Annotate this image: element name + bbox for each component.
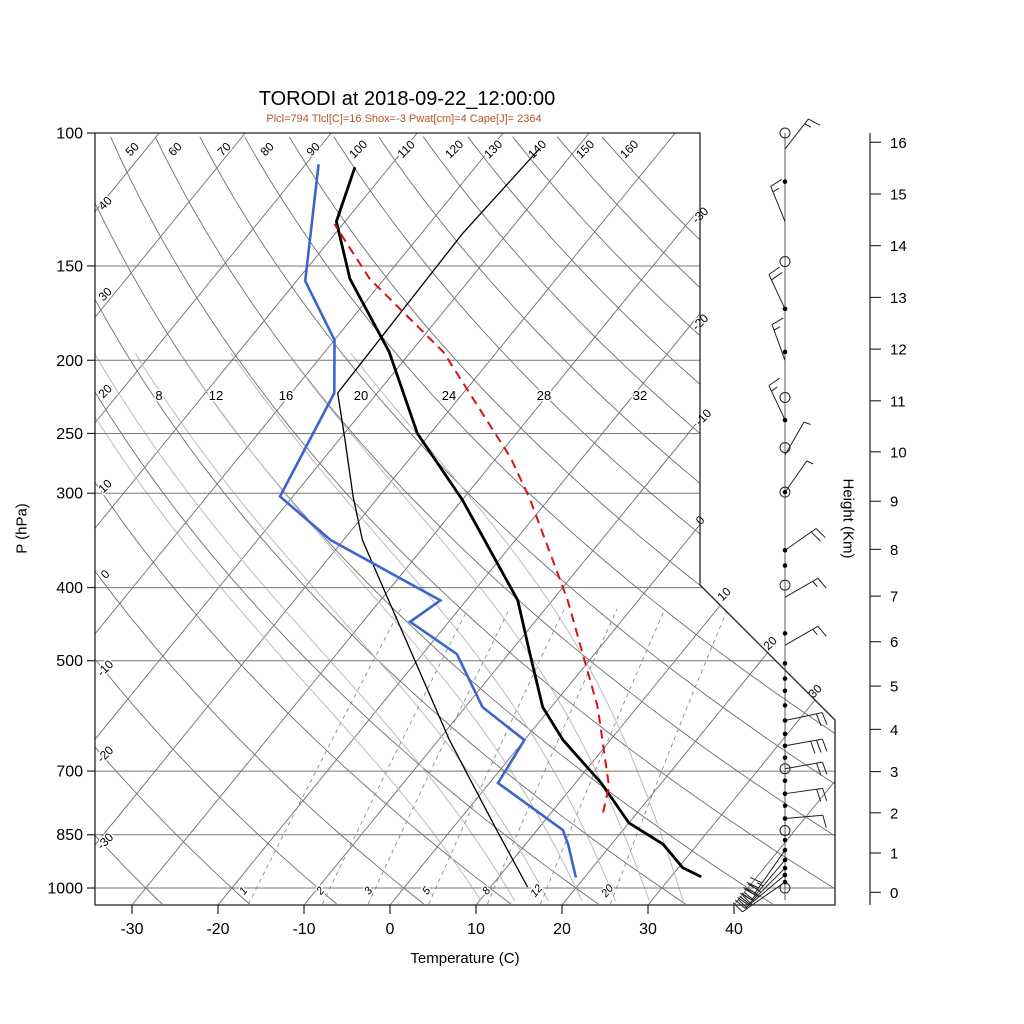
svg-text:10: 10: [467, 921, 485, 938]
svg-text:10: 10: [714, 584, 734, 604]
svg-text:1: 1: [890, 846, 898, 863]
svg-text:12: 12: [890, 342, 907, 359]
svg-text:-20: -20: [94, 743, 116, 765]
svg-text:-10: -10: [94, 657, 116, 679]
x-axis-label: Temperature (C): [410, 950, 520, 967]
temperature-curve: [334, 166, 702, 878]
pressure-gridlines: [95, 133, 835, 889]
svg-text:4: 4: [890, 722, 898, 739]
svg-text:200: 200: [56, 353, 83, 370]
svg-text:2: 2: [313, 885, 327, 898]
svg-text:0: 0: [98, 567, 113, 582]
svg-text:100: 100: [56, 126, 83, 143]
svg-text:15: 15: [890, 187, 907, 204]
wetbulb-aux-curve: [337, 148, 540, 888]
svg-text:300: 300: [56, 486, 83, 503]
svg-text:5: 5: [420, 884, 434, 897]
svg-text:16: 16: [279, 388, 293, 403]
svg-text:-30: -30: [94, 830, 116, 852]
svg-text:50: 50: [122, 139, 142, 159]
svg-text:90: 90: [303, 139, 323, 159]
svg-text:150: 150: [573, 137, 597, 161]
svg-text:120: 120: [442, 137, 466, 161]
sounding-curves: [278, 148, 702, 888]
y-axis-label-pressure: P (hPa): [13, 503, 31, 554]
svg-text:3: 3: [362, 884, 376, 897]
svg-text:32: 32: [633, 388, 647, 403]
svg-text:10: 10: [890, 444, 907, 461]
svg-text:40: 40: [725, 921, 743, 938]
svg-text:12: 12: [528, 883, 545, 900]
svg-text:400: 400: [56, 580, 83, 597]
temperature-axis: -30 -20 -10 0 10 20 30 40: [120, 905, 743, 938]
svg-text:30: 30: [805, 681, 825, 701]
svg-text:1000: 1000: [47, 881, 83, 898]
svg-text:700: 700: [56, 764, 83, 781]
svg-text:250: 250: [56, 426, 83, 443]
svg-text:20: 20: [553, 921, 571, 938]
svg-text:30: 30: [639, 921, 657, 938]
svg-text:1: 1: [237, 885, 250, 897]
svg-text:850: 850: [56, 827, 83, 844]
svg-text:6: 6: [890, 634, 898, 651]
svg-text:130: 130: [481, 137, 505, 161]
svg-text:13: 13: [890, 290, 907, 307]
svg-text:100: 100: [346, 137, 370, 161]
svg-text:60: 60: [165, 139, 185, 159]
svg-text:8: 8: [155, 388, 162, 403]
svg-text:500: 500: [56, 653, 83, 670]
svg-text:0: 0: [890, 885, 898, 902]
parcel-path-curve: [333, 223, 611, 813]
svg-text:16: 16: [890, 135, 907, 152]
wind-barb-column: [732, 118, 828, 913]
svg-text:20: 20: [760, 633, 780, 653]
svg-text:8: 8: [890, 542, 898, 559]
svg-text:150: 150: [56, 258, 83, 275]
svg-text:12: 12: [209, 388, 223, 403]
svg-text:-20: -20: [206, 921, 229, 938]
pressure-axis: 100 150 200 250 300 400 500 700 850 1000: [47, 126, 95, 898]
svg-text:140: 140: [525, 137, 549, 161]
svg-text:70: 70: [214, 139, 234, 159]
svg-text:-30: -30: [120, 921, 143, 938]
svg-text:9: 9: [890, 494, 898, 511]
svg-text:80: 80: [257, 139, 277, 159]
y-axis-label-height: Height (Km): [839, 478, 857, 559]
svg-text:0: 0: [386, 921, 395, 938]
svg-text:28: 28: [537, 388, 551, 403]
svg-text:-10: -10: [292, 921, 315, 938]
svg-text:2: 2: [890, 805, 898, 822]
chart-subtitle: Plcl=794 Tlcl[C]=16 Shox=-3 Pwat[cm]=4 C…: [266, 113, 542, 125]
dewpoint-curve: [278, 164, 578, 878]
svg-text:110: 110: [394, 137, 418, 161]
svg-text:14: 14: [890, 238, 907, 255]
svg-text:5: 5: [890, 679, 898, 696]
svg-text:30: 30: [95, 284, 115, 304]
background-labels: 50 60 70 80 90 100 110 120 130 140 150 160403020100…: [93, 135, 827, 901]
svg-text:24: 24: [442, 388, 456, 403]
svg-text:3: 3: [890, 764, 898, 781]
chart-title: TORODI at 2018-09-22_12:00:00: [258, 88, 556, 110]
svg-text:7: 7: [890, 589, 898, 606]
svg-text:20: 20: [354, 388, 368, 403]
svg-text:11: 11: [890, 393, 906, 410]
